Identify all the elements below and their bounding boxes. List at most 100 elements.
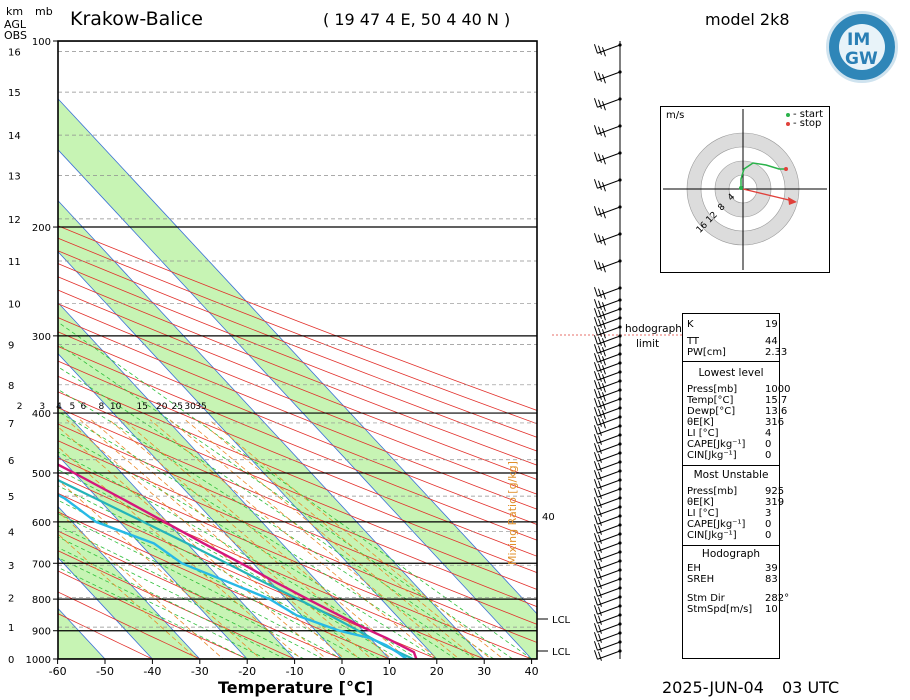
wind-barb-feather <box>601 209 606 219</box>
isotherm-line <box>58 302 390 659</box>
wind-barb-feather <box>593 389 598 399</box>
wind-barb-feather <box>597 363 602 373</box>
most-unstable-value: 0 <box>765 530 772 541</box>
wind-barb-feather <box>593 326 598 336</box>
wind-barb-staff <box>597 362 621 372</box>
pressure-tick-label: 100 <box>32 37 51 48</box>
hodograph-start-dot <box>739 186 743 190</box>
wind-barb-feather <box>597 624 602 634</box>
most-unstable-row: CIN[Jkg⁻¹] 0 <box>683 530 779 541</box>
wind-barb-feather <box>593 614 598 624</box>
moist-adiabat <box>58 566 248 659</box>
dry-adiabat <box>58 570 249 659</box>
hodograph-stats-row: EH 39 <box>683 563 779 574</box>
wind-barb-staff <box>597 287 621 297</box>
wind-barb-feather <box>593 179 598 189</box>
lowest-level-row: CIN[Jkg⁻¹] 0 <box>683 450 779 461</box>
mixing-ratio-title: Mixing Ratio [g/kg] <box>506 461 519 565</box>
wind-barb-feather <box>593 524 598 534</box>
wind-barb-feather <box>593 623 598 633</box>
hodograph-legend-start: - start <box>793 109 824 120</box>
wind-barb-staff <box>597 470 621 480</box>
wind-barb-feather <box>597 390 602 400</box>
storm-motion-arrowhead <box>788 197 797 205</box>
wind-barb-feather <box>597 543 602 553</box>
lowest-level-title: Lowest level <box>698 367 764 379</box>
dry-adiabat <box>58 331 537 525</box>
wind-barb-feather <box>593 308 598 318</box>
isotherm-line <box>58 200 485 659</box>
index-pw-value: 2.33 <box>765 347 788 358</box>
wind-barb-feather <box>593 632 598 642</box>
wind-barb-feather <box>601 356 606 366</box>
lowest-level-label: CAPE[Jkg⁻¹] <box>687 439 746 450</box>
wind-barb-staff <box>597 641 621 651</box>
index-pw-label: PW[cm] <box>687 347 726 358</box>
wind-barb-feather <box>597 642 602 652</box>
isotherm-line <box>58 454 248 659</box>
index-pw-row: PW[cm] 2.33 <box>683 347 787 358</box>
moist-adiabat <box>58 536 305 659</box>
lowest-level-value: 0 <box>765 439 772 450</box>
mixing-ratio-tick-label: 8 <box>98 402 104 412</box>
model-name: model 2k8 <box>705 10 790 29</box>
most-unstable-value: 319 <box>765 497 785 508</box>
hodograph-stats-label: SREH <box>687 574 715 585</box>
storm-motion-vector <box>742 188 794 202</box>
dry-adiabat <box>58 407 537 608</box>
mixing-ratio-line <box>79 419 361 659</box>
dry-adiabat <box>58 511 391 659</box>
mixing-ratio-line <box>108 419 393 659</box>
logo-text-bottom: GW <box>845 49 878 69</box>
pressure-tick-label: 300 <box>32 332 51 343</box>
mixing-ratio-tick-label: 25 <box>172 402 183 412</box>
wind-barb-feather <box>597 435 602 445</box>
wind-barb-feather <box>597 417 602 427</box>
pressure-tick-label: 500 <box>32 469 51 480</box>
mb-axis-header: mb <box>35 5 53 18</box>
wind-barb-feather <box>597 633 602 643</box>
wind-barb-staff <box>597 488 621 498</box>
height-tick-label: 6 <box>8 456 14 467</box>
wind-barb-staff <box>597 206 621 216</box>
axis-labels: 0.30.51234568101520253035100200300400500… <box>8 37 571 678</box>
wind-barb-staff <box>597 524 621 534</box>
mixing-ratio-tick-label: 3 <box>39 402 45 412</box>
hodograph-panel: 4 8 12 16 m/s - start - stop <box>660 106 830 273</box>
wind-barb-feather <box>597 453 602 463</box>
lowest-level-list: Press[mb] 1000 Temp[°C] 15.7 Dewp[°C] 13.6 θE[… <box>683 384 790 461</box>
divider <box>683 361 779 362</box>
mixing-ratio-tick-label: 30 <box>184 402 196 412</box>
most-unstable-label: θE[K] <box>687 497 714 508</box>
wind-barb-feather <box>597 381 602 391</box>
wind-barb-feather <box>597 570 602 580</box>
wind-barb-feather <box>597 207 602 217</box>
wind-barb-feather <box>597 99 602 109</box>
wind-barb-staff <box>597 407 621 417</box>
legend-stop-dot <box>786 122 790 126</box>
wind-barb-feather <box>597 480 602 490</box>
lowest-level-label: θE[K] <box>687 417 714 428</box>
wind-barb-feather <box>593 398 598 408</box>
hodograph-stats-title: Hodograph <box>701 548 761 560</box>
most-unstable-label: CIN[Jkg⁻¹] <box>687 530 737 541</box>
lowest-level-label: CIN[Jkg⁻¹] <box>687 450 737 461</box>
isotherm-line <box>58 404 295 659</box>
wind-barb-feather <box>593 362 598 372</box>
most-unstable-label: LI [°C] <box>687 508 719 519</box>
lowest-level-label: Temp[°C] <box>687 395 734 406</box>
height-tick-label: 2 <box>8 593 14 604</box>
isotherm-line <box>58 353 343 659</box>
wind-barb-staff <box>597 614 621 624</box>
temperature-tick-label: -30 <box>191 665 209 678</box>
hodograph-stats-list: EH 39 SREH 83 Stm Dir 282° StmSpd[m/s] 10 <box>683 563 789 615</box>
dry-adiabat <box>58 360 537 557</box>
temperature-tick-label: 30 <box>477 665 491 678</box>
dry-adiabat <box>58 345 537 541</box>
index-tt-value: 44 <box>765 336 778 347</box>
wind-barb-staff <box>597 461 621 471</box>
wind-barb-feather <box>601 302 606 312</box>
wind-barb-feather <box>597 588 602 598</box>
mixing-ratio-tick-label: 2 <box>17 402 23 412</box>
wind-barb-feather <box>597 45 602 55</box>
